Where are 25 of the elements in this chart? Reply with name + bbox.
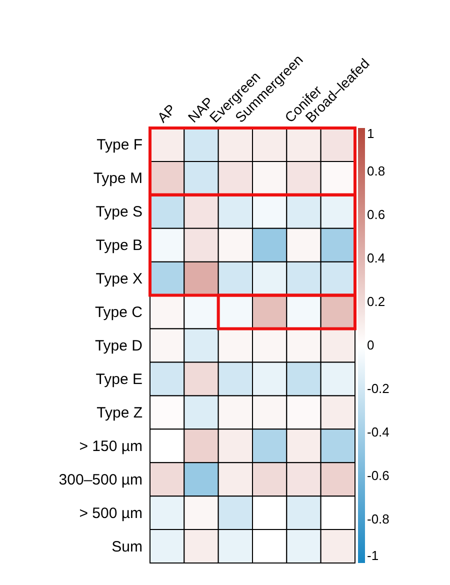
color-bar-label: -0.8	[367, 512, 390, 526]
x-tick-label: AP	[154, 100, 179, 126]
y-tick-label: Type F	[96, 136, 142, 154]
color-bar-label: 0.6	[367, 207, 386, 222]
color-bar-label: 0.2	[367, 294, 386, 309]
y-tick-label: Type X	[96, 270, 142, 288]
y-tick-label: Type S	[96, 204, 142, 221]
color-bar-label: 0.4	[367, 250, 386, 266]
color-bar-label: -0.6	[367, 468, 390, 483]
color-bar-label: 0.8	[367, 164, 386, 178]
y-tick-label: Type C	[94, 304, 143, 322]
y-tick-label: Type M	[93, 170, 142, 188]
y-tick-label: Type Z	[96, 404, 142, 422]
color-bar-label: -1	[367, 548, 379, 563]
y-tick-label: > 500 µm	[79, 504, 142, 522]
y-tick-label: Type D	[94, 338, 143, 354]
color-bar-label: -0.2	[367, 381, 390, 396]
y-tick-label: Type B	[96, 237, 142, 254]
y-tick-label: 300–500 µm	[58, 471, 142, 488]
y-tick-label: Sum	[112, 538, 142, 556]
y-tick-label: > 150 µm	[79, 438, 142, 455]
color-bar-label: 0	[367, 338, 374, 352]
color-bar-label: -0.4	[367, 424, 390, 440]
color-bar-label: 1	[367, 126, 374, 141]
y-tick-label: Type E	[96, 370, 142, 388]
